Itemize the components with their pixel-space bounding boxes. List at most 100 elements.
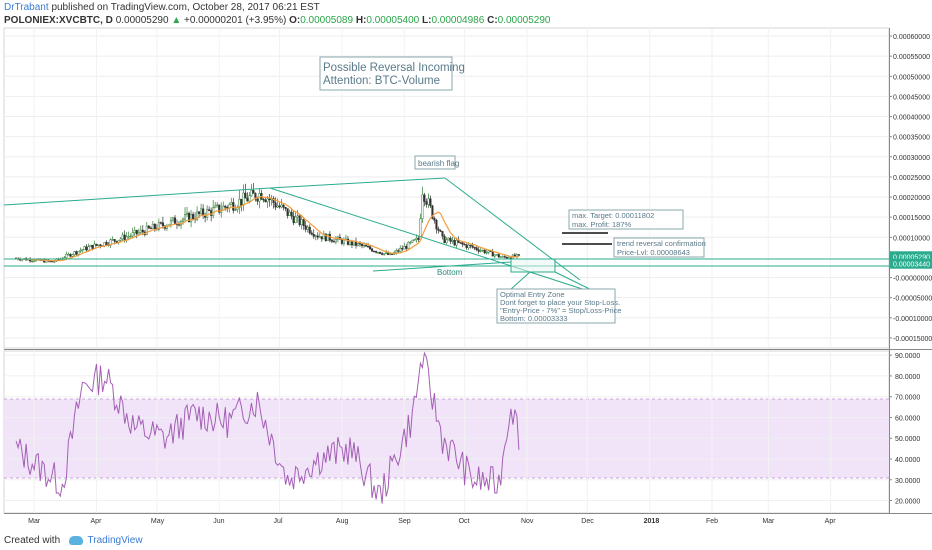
rsi-axis-label: 60.0000 (895, 415, 920, 422)
candle-body (81, 249, 84, 251)
entry-note-line1: Optimal Entry Zone (500, 290, 565, 299)
candle-body (433, 218, 436, 221)
candle-body (73, 251, 76, 256)
candle-body (135, 230, 138, 235)
candle-body (210, 210, 213, 216)
price-axis-label: 0.00030000 (893, 155, 930, 162)
candle-body (473, 247, 476, 249)
candle-body (467, 244, 470, 249)
candle-body (230, 202, 233, 205)
candle-body (479, 250, 482, 252)
candle-body (99, 244, 102, 247)
candle-body (256, 198, 259, 202)
candle-body (286, 208, 289, 216)
candle-body (405, 246, 408, 249)
candle-body (69, 253, 72, 257)
candle-body (31, 260, 34, 263)
candle-body (161, 222, 164, 227)
candle-body (67, 253, 70, 256)
candle-body (290, 211, 293, 217)
candle-body (449, 237, 452, 242)
time-axis-label: Aug (336, 518, 349, 525)
tradingview-brand[interactable]: TradingView (87, 535, 143, 546)
candle-body (453, 240, 456, 246)
candle-body (51, 260, 54, 263)
candle-body (248, 195, 251, 202)
candle-body (181, 218, 185, 222)
candle-body (218, 204, 221, 213)
candle-body (33, 260, 36, 263)
candle-body (310, 232, 313, 235)
candle-body (415, 237, 418, 240)
created-with-text: Created with (4, 535, 61, 546)
price-axis-label: 0.00035000 (893, 135, 930, 142)
low-value: 0.00004986 (431, 15, 485, 26)
candle-body (334, 238, 337, 243)
candle-body (95, 243, 98, 246)
candle-body (53, 261, 56, 263)
author-link[interactable]: DrTrabant (4, 2, 49, 13)
entry-note-line3: "Entry-Price - 7%" = Stop/Loss-Price (500, 306, 621, 315)
price-axis-label: 0.00010000 (893, 235, 930, 242)
candle-body (280, 204, 283, 208)
candle-body (495, 254, 498, 256)
candle-body (358, 243, 362, 245)
candle-body (427, 198, 430, 205)
candle-body (202, 208, 205, 216)
candle-body (292, 215, 295, 224)
candle-body (367, 246, 370, 248)
entry-note-line4: Bottom: 0.00003333 (500, 314, 568, 323)
candle-body (212, 207, 215, 216)
high-label: H: (355, 15, 367, 26)
entry-note-line2: Dont forget to place your Stop-Loss. (500, 298, 620, 307)
candle-body (153, 223, 156, 229)
candle-body (129, 235, 132, 238)
candle-body (214, 205, 217, 208)
rsi-axis-label: 70.0000 (895, 395, 920, 402)
candle-body (379, 251, 382, 254)
candle-body (97, 244, 100, 246)
candle-body (371, 248, 374, 252)
candle-body (173, 217, 177, 225)
candle-body (87, 246, 90, 251)
candle-body (417, 237, 420, 240)
candle-body (316, 235, 319, 238)
candle-body (278, 205, 281, 208)
candle-body (83, 246, 86, 250)
candle-body (171, 217, 175, 221)
candle-body (503, 256, 506, 258)
candle-body (302, 219, 305, 227)
candle-body (115, 240, 118, 243)
candle-body (185, 212, 189, 215)
candle-body (159, 222, 162, 224)
candle-body (362, 245, 366, 247)
candle-body (244, 192, 247, 199)
candle-body (274, 202, 277, 208)
candle-body (423, 194, 426, 202)
bearish-flag-label: bearish flag (418, 159, 459, 168)
candle-body (169, 219, 172, 226)
open-value: 0.00005089 (300, 15, 354, 26)
price-axis-label: -0.00015000 (893, 336, 932, 343)
candle-body (320, 236, 323, 240)
time-axis-label: Apr (91, 518, 103, 525)
price-axis-label: 0.00025000 (893, 175, 930, 182)
candle-body (268, 198, 271, 201)
candle-body (296, 215, 299, 218)
candle-body (192, 214, 195, 219)
candle-body (493, 254, 496, 257)
rsi-axis-label: 90.0000 (895, 353, 920, 360)
bottom-label: Bottom (437, 268, 463, 277)
candle-body (133, 230, 136, 233)
close-label: C: (487, 15, 498, 26)
candle-body (437, 228, 440, 231)
candle-body (137, 232, 140, 235)
candle-body (151, 223, 154, 229)
candle-body (461, 242, 464, 245)
candle-body (240, 198, 243, 206)
entry-note-box (496, 288, 616, 324)
candle-body (216, 204, 219, 207)
rsi-axis-label: 50.0000 (895, 436, 920, 443)
candle-body (445, 239, 448, 244)
